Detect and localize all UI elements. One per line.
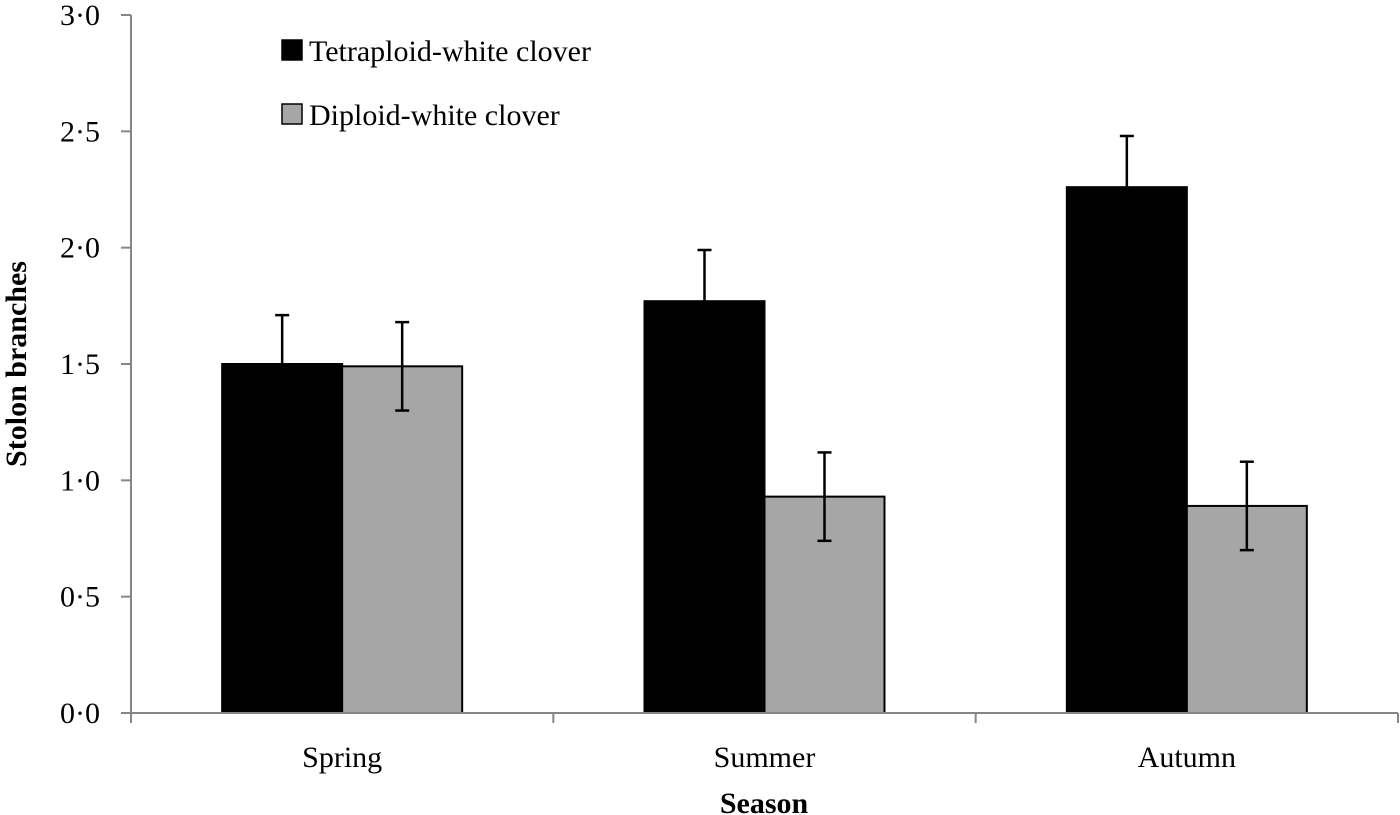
- bars-group: [221, 186, 1308, 714]
- bar-diploid-spring: [341, 365, 464, 714]
- error-bars-group: [275, 134, 1254, 552]
- x-category-label: Summer: [714, 741, 816, 774]
- legend-label-diploid: Diploid-white clover: [309, 99, 560, 132]
- y-axis-title: Stolon branches: [0, 261, 33, 467]
- y-tick-label: 0·5: [60, 581, 100, 614]
- legend-swatch-tetraploid: [281, 39, 303, 61]
- axes-group: [121, 15, 1398, 723]
- y-tick-label: 2·0: [60, 232, 100, 265]
- y-tick-label: 3·0: [60, 0, 100, 32]
- bar-tetraploid-autumn: [1065, 186, 1188, 714]
- y-tick-label: 2·5: [60, 115, 100, 148]
- y-tick-label: 1·5: [60, 348, 100, 381]
- y-tick-label: 1·0: [60, 464, 100, 497]
- y-tick-label: 0·0: [60, 697, 100, 730]
- bar-tetraploid-spring: [221, 363, 344, 714]
- x-category-label: Spring: [302, 741, 382, 774]
- bar-tetraploid-summer: [643, 300, 766, 714]
- legend: Tetraploid-white clover Diploid-white clo…: [281, 35, 591, 132]
- x-ticks: Spring Summer Autumn: [302, 713, 1399, 774]
- x-category-label: Autumn: [1138, 741, 1236, 774]
- x-axis-title: Season: [720, 787, 809, 815]
- y-ticks: 0·0 0·5 1·0 1·5 2·0 2·5 3·0: [60, 0, 131, 730]
- legend-label-tetraploid: Tetraploid-white clover: [309, 35, 591, 68]
- legend-swatch-diploid: [281, 103, 303, 125]
